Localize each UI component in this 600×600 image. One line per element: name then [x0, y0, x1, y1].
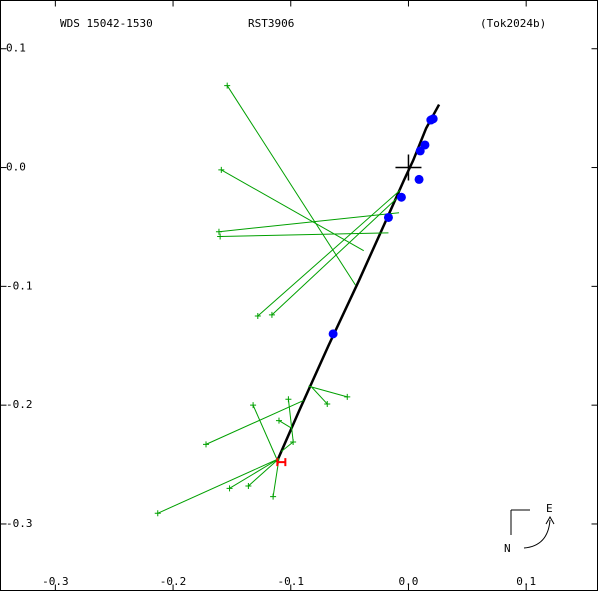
measurement	[415, 146, 425, 156]
y-tick-label: -0.2	[6, 398, 33, 411]
residual	[218, 212, 400, 233]
measurement	[383, 212, 393, 222]
observation	[203, 441, 210, 448]
y-tick-label: -0.1	[6, 279, 33, 292]
residual	[157, 458, 280, 514]
measurement	[396, 192, 406, 202]
observation	[250, 402, 257, 409]
compass-north: N	[504, 542, 511, 555]
measurement	[414, 174, 424, 184]
residual	[226, 85, 356, 286]
residual	[229, 458, 280, 489]
observation	[217, 233, 224, 240]
orbit	[275, 103, 441, 463]
observation	[344, 393, 351, 400]
x-tick-label: 0.0	[399, 575, 419, 588]
observation	[268, 311, 275, 318]
compass: E N	[504, 502, 555, 555]
residual	[281, 441, 294, 452]
observation	[154, 510, 161, 517]
observation	[275, 417, 282, 424]
residual	[220, 232, 389, 237]
observation	[290, 438, 297, 445]
reference: (Tok2024b)	[480, 17, 546, 30]
residual	[308, 385, 348, 398]
residual	[248, 458, 280, 487]
chart-subtitle: RST3906	[248, 17, 294, 30]
primary-star	[395, 154, 422, 181]
y-tick-label: -0.3	[6, 517, 33, 530]
residual	[252, 404, 278, 459]
observation	[245, 482, 252, 489]
x-tick-label: -0.1	[278, 575, 305, 588]
observation	[270, 493, 277, 500]
y-tick-label: 0.0	[6, 161, 26, 174]
residual	[310, 385, 328, 405]
observation	[215, 228, 222, 235]
residual	[205, 399, 304, 445]
residual	[257, 189, 401, 317]
observation	[226, 485, 233, 492]
x-tick-label: 0.1	[516, 575, 536, 588]
residual	[278, 420, 292, 429]
compass-arrowhead	[545, 515, 555, 525]
compass-arrow	[523, 519, 551, 549]
observation	[324, 400, 331, 407]
residual	[271, 198, 398, 316]
chart-title: WDS 15042-1530	[60, 17, 153, 30]
x-tick-label: -0.2	[160, 575, 187, 588]
compass-east: E	[546, 502, 553, 515]
h-measurement	[276, 458, 287, 467]
observation	[224, 82, 231, 89]
measurement	[328, 329, 338, 339]
measurement	[426, 115, 436, 125]
residual	[221, 169, 364, 252]
observation	[254, 313, 261, 320]
residual	[287, 399, 294, 441]
observation	[285, 396, 292, 403]
y-tick-label: 0.1	[6, 42, 26, 55]
x-tick-label: -0.3	[42, 575, 69, 588]
observation	[218, 166, 225, 173]
